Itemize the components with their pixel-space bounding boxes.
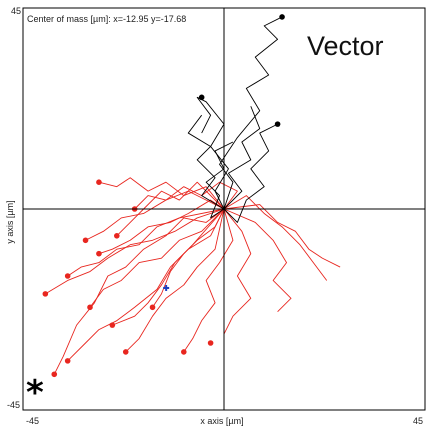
- cell-track: [187, 114, 225, 210]
- cell-track: [53, 208, 225, 375]
- cell-track: [223, 204, 341, 268]
- cell-track: [98, 177, 225, 210]
- cell-track: [223, 208, 252, 335]
- track-endpoint: [149, 304, 156, 311]
- cell-track: [116, 181, 225, 237]
- y-axis-label: y axis [µm]: [5, 200, 15, 243]
- cell-track: [67, 208, 225, 362]
- track-endpoint: [87, 304, 93, 311]
- track-endpoint: [82, 237, 89, 244]
- cell-track: [223, 208, 292, 313]
- track-endpoint: [274, 121, 281, 127]
- track-endpoint: [42, 291, 49, 297]
- track-endpoint: [122, 349, 129, 355]
- cell-track: [89, 208, 225, 308]
- cell-track: [125, 208, 225, 353]
- cell-track: [134, 181, 238, 210]
- cell-track: [98, 199, 225, 255]
- tracks-layer: [45, 16, 341, 375]
- significance-asterisk: *: [26, 373, 44, 413]
- track-endpoint: [64, 273, 71, 279]
- cell-track: [45, 208, 225, 295]
- center-of-mass-label: Center of mass [µm]: x=-12.95 y=-17.68: [27, 14, 186, 24]
- track-endpoint: [181, 349, 187, 355]
- cell-track: [223, 123, 278, 223]
- x-axis-label: x axis [µm]: [200, 416, 243, 426]
- track-endpoint: [198, 94, 205, 101]
- track-endpoint: [207, 340, 214, 346]
- track-endpoint: [96, 179, 102, 185]
- track-endpoint: [109, 322, 116, 328]
- cell-track: [183, 208, 234, 353]
- track-endpoint: [279, 14, 285, 20]
- track-endpoint: [51, 371, 58, 378]
- panel-title: Vector: [307, 31, 384, 61]
- x-tick-label-left: -45: [26, 416, 39, 426]
- track-endpoint: [96, 250, 102, 257]
- track-endpoint: [64, 358, 71, 364]
- center-of-mass-marker: [163, 284, 170, 291]
- cell-track: [223, 195, 328, 281]
- y-tick-label-top: 45: [11, 6, 21, 16]
- cell-track: [223, 106, 261, 210]
- cell-track: [205, 141, 234, 219]
- cell-track: [152, 208, 225, 308]
- track-endpoint: [114, 233, 120, 239]
- y-tick-label-bottom: -45: [7, 400, 20, 410]
- x-tick-label-right: 45: [413, 416, 423, 426]
